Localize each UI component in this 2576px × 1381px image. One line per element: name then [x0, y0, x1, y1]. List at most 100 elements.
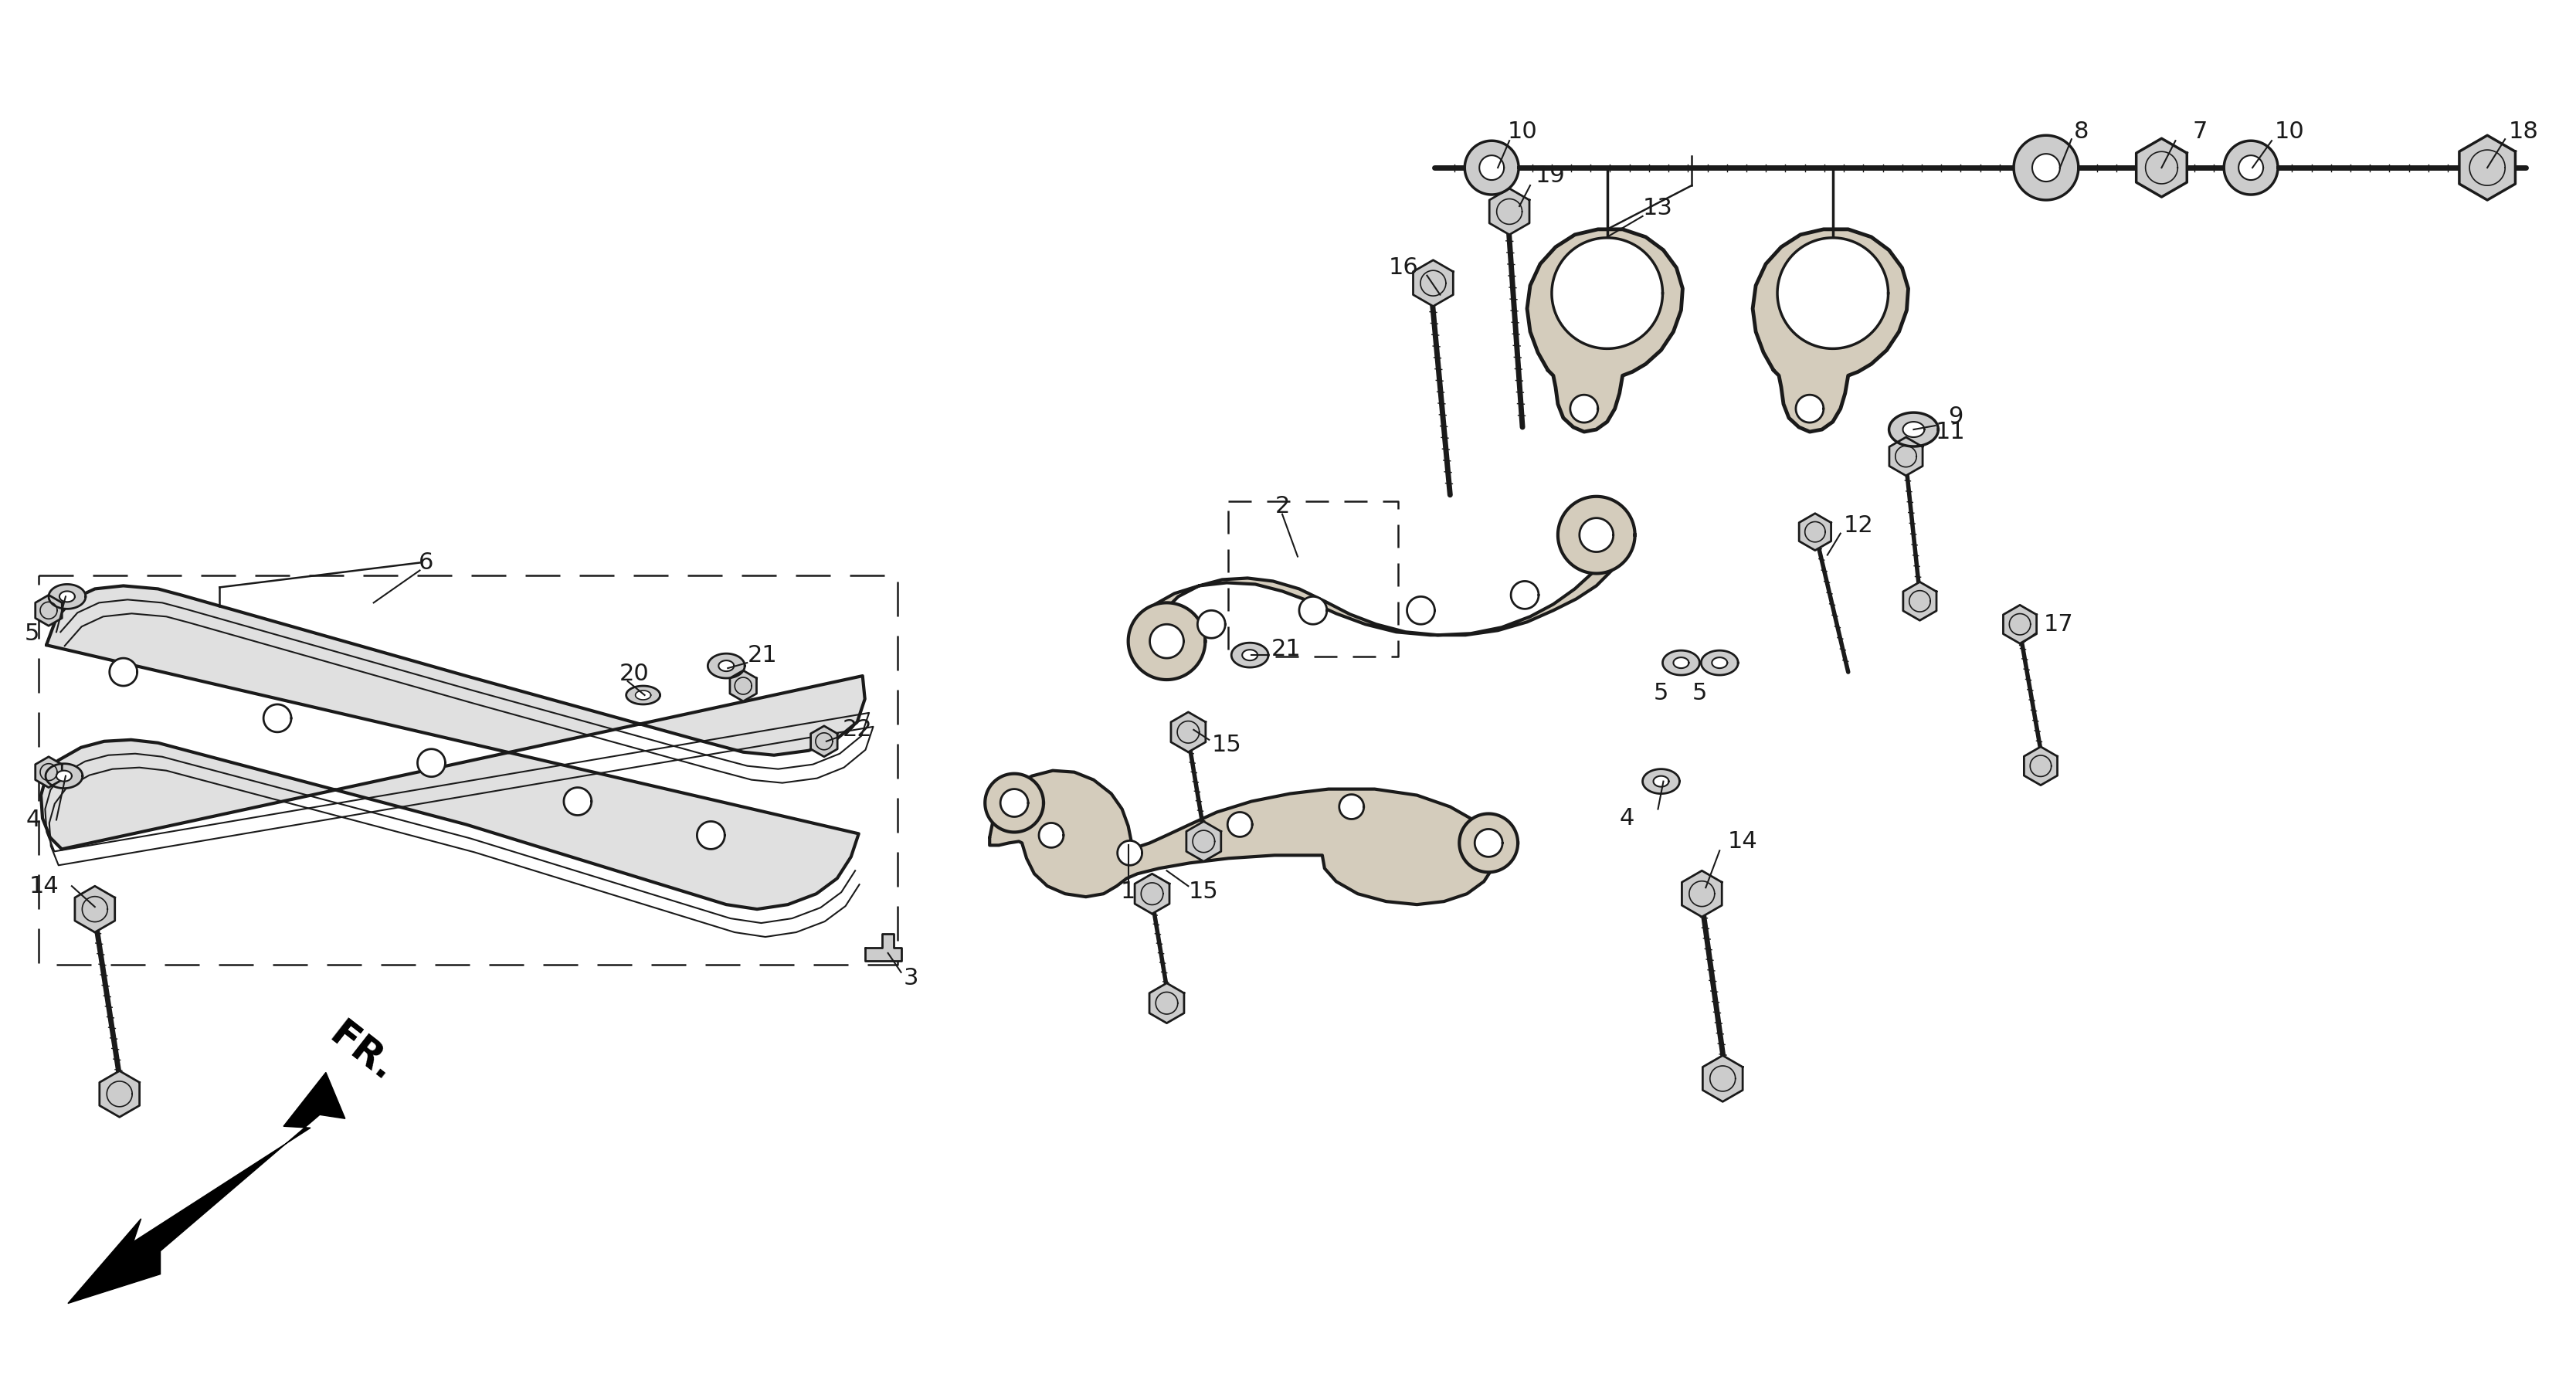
Polygon shape [1136, 874, 1170, 914]
Polygon shape [57, 771, 72, 782]
Polygon shape [1406, 597, 1435, 624]
Polygon shape [1198, 610, 1226, 638]
Polygon shape [2014, 135, 2079, 200]
Polygon shape [1551, 238, 1662, 348]
Polygon shape [984, 773, 1043, 833]
Polygon shape [1128, 602, 1206, 679]
Polygon shape [1149, 624, 1182, 659]
Polygon shape [729, 671, 757, 702]
Polygon shape [1888, 413, 1937, 446]
Polygon shape [1489, 188, 1530, 235]
Text: 15: 15 [1188, 880, 1218, 903]
Text: 13: 13 [1643, 197, 1672, 220]
Polygon shape [1149, 983, 1185, 1023]
Polygon shape [1795, 395, 1824, 423]
Text: 8: 8 [2074, 120, 2089, 142]
Text: 10: 10 [1507, 120, 1538, 142]
Polygon shape [1700, 650, 1739, 675]
Polygon shape [1777, 238, 1888, 348]
Polygon shape [1118, 841, 1141, 866]
Polygon shape [36, 757, 62, 787]
Polygon shape [1340, 794, 1363, 819]
Polygon shape [1703, 1055, 1744, 1102]
Polygon shape [2025, 747, 2058, 786]
Polygon shape [67, 1073, 345, 1304]
Polygon shape [2239, 156, 2264, 180]
Polygon shape [2223, 141, 2277, 195]
Polygon shape [989, 771, 1497, 905]
Text: 4: 4 [1620, 807, 1636, 830]
Text: 14: 14 [1728, 830, 1757, 852]
Polygon shape [636, 690, 652, 700]
Polygon shape [2004, 605, 2038, 644]
Polygon shape [698, 822, 724, 849]
Polygon shape [1414, 260, 1453, 307]
Text: 5: 5 [23, 623, 39, 645]
Polygon shape [1139, 508, 1623, 678]
Polygon shape [1479, 156, 1504, 180]
Polygon shape [1461, 813, 1517, 873]
Text: FR.: FR. [322, 1016, 402, 1090]
Polygon shape [111, 659, 137, 686]
Text: 17: 17 [2043, 613, 2074, 635]
Polygon shape [59, 591, 75, 602]
Polygon shape [46, 764, 82, 789]
Polygon shape [1558, 497, 1636, 573]
Polygon shape [2136, 138, 2187, 197]
Polygon shape [1798, 514, 1832, 551]
Polygon shape [1752, 229, 1909, 432]
Text: 12: 12 [1844, 515, 1873, 537]
Polygon shape [417, 749, 446, 776]
Text: 1: 1 [1121, 880, 1136, 903]
Polygon shape [100, 1070, 139, 1117]
Polygon shape [626, 686, 659, 704]
Text: 4: 4 [26, 809, 41, 831]
Text: 15: 15 [1211, 733, 1242, 757]
Text: 21: 21 [1270, 638, 1301, 660]
Polygon shape [1904, 421, 1924, 438]
Polygon shape [1298, 597, 1327, 624]
Polygon shape [1674, 657, 1690, 668]
Polygon shape [1682, 870, 1721, 917]
Polygon shape [1654, 776, 1669, 787]
Polygon shape [41, 586, 866, 909]
Text: 19: 19 [1535, 164, 1566, 186]
Text: 18: 18 [2509, 120, 2537, 142]
Polygon shape [708, 653, 744, 678]
Polygon shape [999, 789, 1028, 816]
Text: 11: 11 [1935, 421, 1965, 443]
Text: 16: 16 [1388, 257, 1419, 279]
Polygon shape [1512, 581, 1538, 609]
Text: 6: 6 [417, 551, 433, 574]
Polygon shape [1713, 657, 1728, 668]
Polygon shape [719, 660, 734, 671]
Text: 5: 5 [1692, 682, 1708, 704]
Polygon shape [1466, 141, 1520, 195]
Text: 14: 14 [28, 876, 59, 898]
Polygon shape [866, 934, 902, 961]
Polygon shape [1643, 769, 1680, 794]
Polygon shape [1904, 581, 1937, 620]
Polygon shape [1172, 713, 1206, 753]
Text: 22: 22 [842, 718, 873, 742]
Polygon shape [1038, 823, 1064, 848]
Polygon shape [1473, 829, 1502, 856]
Text: 2: 2 [1275, 496, 1291, 518]
Polygon shape [36, 595, 62, 626]
Polygon shape [1571, 395, 1597, 423]
Polygon shape [75, 887, 116, 932]
Text: 7: 7 [2192, 120, 2208, 142]
Polygon shape [564, 787, 592, 815]
Text: 10: 10 [2275, 120, 2306, 142]
Text: 9: 9 [1947, 405, 1963, 428]
Text: 5: 5 [1654, 682, 1669, 704]
Polygon shape [263, 704, 291, 732]
Polygon shape [2032, 153, 2061, 181]
Polygon shape [1242, 649, 1257, 660]
Polygon shape [811, 726, 837, 757]
Text: 3: 3 [904, 967, 920, 990]
Polygon shape [1888, 438, 1922, 475]
Polygon shape [49, 584, 85, 609]
Text: 20: 20 [618, 663, 649, 685]
Polygon shape [1231, 642, 1267, 667]
